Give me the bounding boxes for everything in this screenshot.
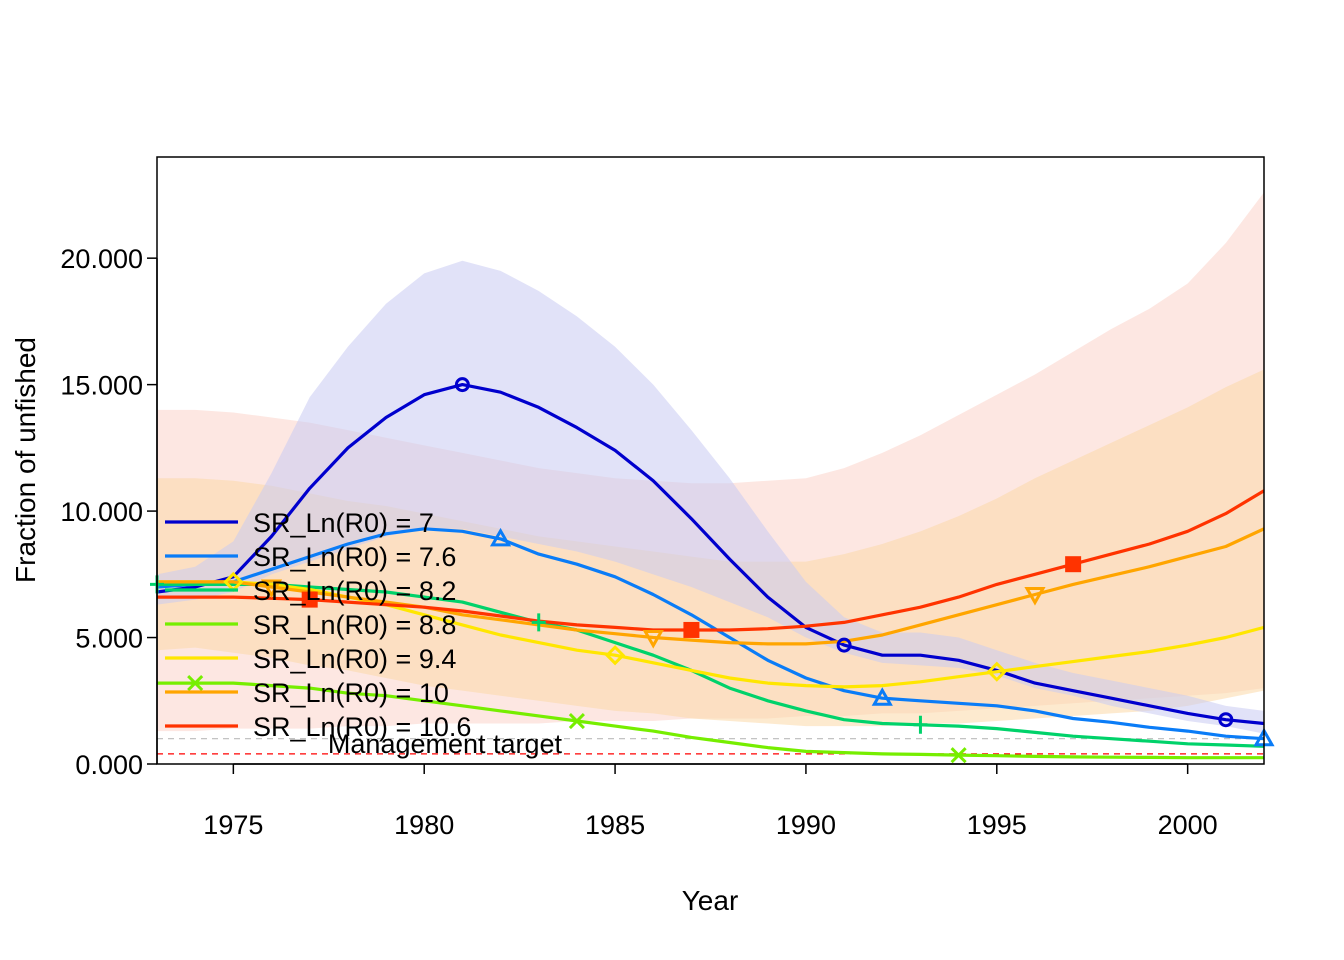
reference-line-label-0: Management target	[328, 729, 563, 759]
x-axis: 1975 1980 1985 1990 1995 2000	[203, 763, 1218, 840]
y-tick-label-20: 20.000	[60, 244, 143, 274]
series-marker-5-1976	[260, 579, 283, 598]
series-marker-0-1981	[454, 377, 470, 393]
series-marker-2-1993	[913, 715, 928, 734]
series-marker-5-1996	[1024, 587, 1046, 606]
series-marker-1-1982	[489, 527, 512, 547]
x-tick-label-1975: 1975	[203, 810, 263, 840]
series-marker-3-1974	[187, 675, 204, 692]
legend-label-2: SR_Ln(R0) = 8.2	[253, 576, 456, 606]
series-marker-3-1984	[568, 712, 585, 730]
legend-label-4: SR_Ln(R0) = 9.4	[253, 644, 456, 674]
legend-label-3: SR_Ln(R0) = 8.8	[253, 610, 456, 640]
series-lines	[157, 383, 1264, 760]
y-tick-label-15: 15.000	[60, 371, 143, 401]
series-marker-0-1991	[836, 637, 852, 653]
y-tick-label-10: 10.000	[60, 497, 143, 527]
confidence-band-0	[157, 260, 1264, 734]
series-marker-0-2001	[1218, 712, 1234, 728]
series-line-3	[157, 681, 1264, 760]
series-marker-1-1992	[871, 687, 893, 706]
series-marker-4-1985	[604, 645, 626, 666]
reference-line-labels: Management target	[328, 729, 563, 759]
y-axis-label: Fraction of unfished	[10, 337, 41, 583]
series-line-5	[157, 527, 1264, 646]
legend-label-5: SR_Ln(R0) = 10	[253, 678, 449, 708]
x-tick-label-1990: 1990	[776, 810, 836, 840]
series-markers	[150, 377, 1275, 764]
legend-label-1: SR_Ln(R0) = 7.6	[253, 542, 456, 572]
series-marker-4-1995	[986, 661, 1007, 682]
series-marker-2-1983	[531, 613, 546, 632]
legend-label-0: SR_Ln(R0) = 7	[253, 508, 434, 538]
legend-label-6: SR_Ln(R0) = 10.6	[253, 712, 471, 742]
x-tick-label-1980: 1980	[394, 810, 454, 840]
series-marker-6-1987	[683, 621, 700, 638]
y-tick-label-5: 5.000	[75, 624, 143, 654]
confidence-band-5	[157, 369, 1264, 727]
series-marker-6-1997	[1065, 556, 1082, 573]
legend: SR_Ln(R0) = 7 SR_Ln(R0) = 7.6 SR_Ln(R0) = …	[165, 508, 471, 742]
series-line-0	[157, 383, 1264, 726]
series-line-1	[157, 527, 1264, 741]
series-marker-3-1994	[950, 747, 967, 764]
series-marker-6-1977	[301, 591, 318, 608]
confidence-bands	[157, 192, 1264, 734]
x-axis-label: Year	[682, 885, 739, 916]
x-tick-label-1995: 1995	[967, 810, 1027, 840]
x-tick-label-1985: 1985	[585, 810, 645, 840]
series-line-2	[157, 582, 1264, 748]
y-axis: 0.000 5.000 10.000 15.000 20.000	[60, 244, 158, 780]
series-marker-5-1986	[642, 630, 664, 649]
y-tick-label-0: 0.000	[75, 750, 143, 780]
x-tick-label-2000: 2000	[1158, 810, 1218, 840]
